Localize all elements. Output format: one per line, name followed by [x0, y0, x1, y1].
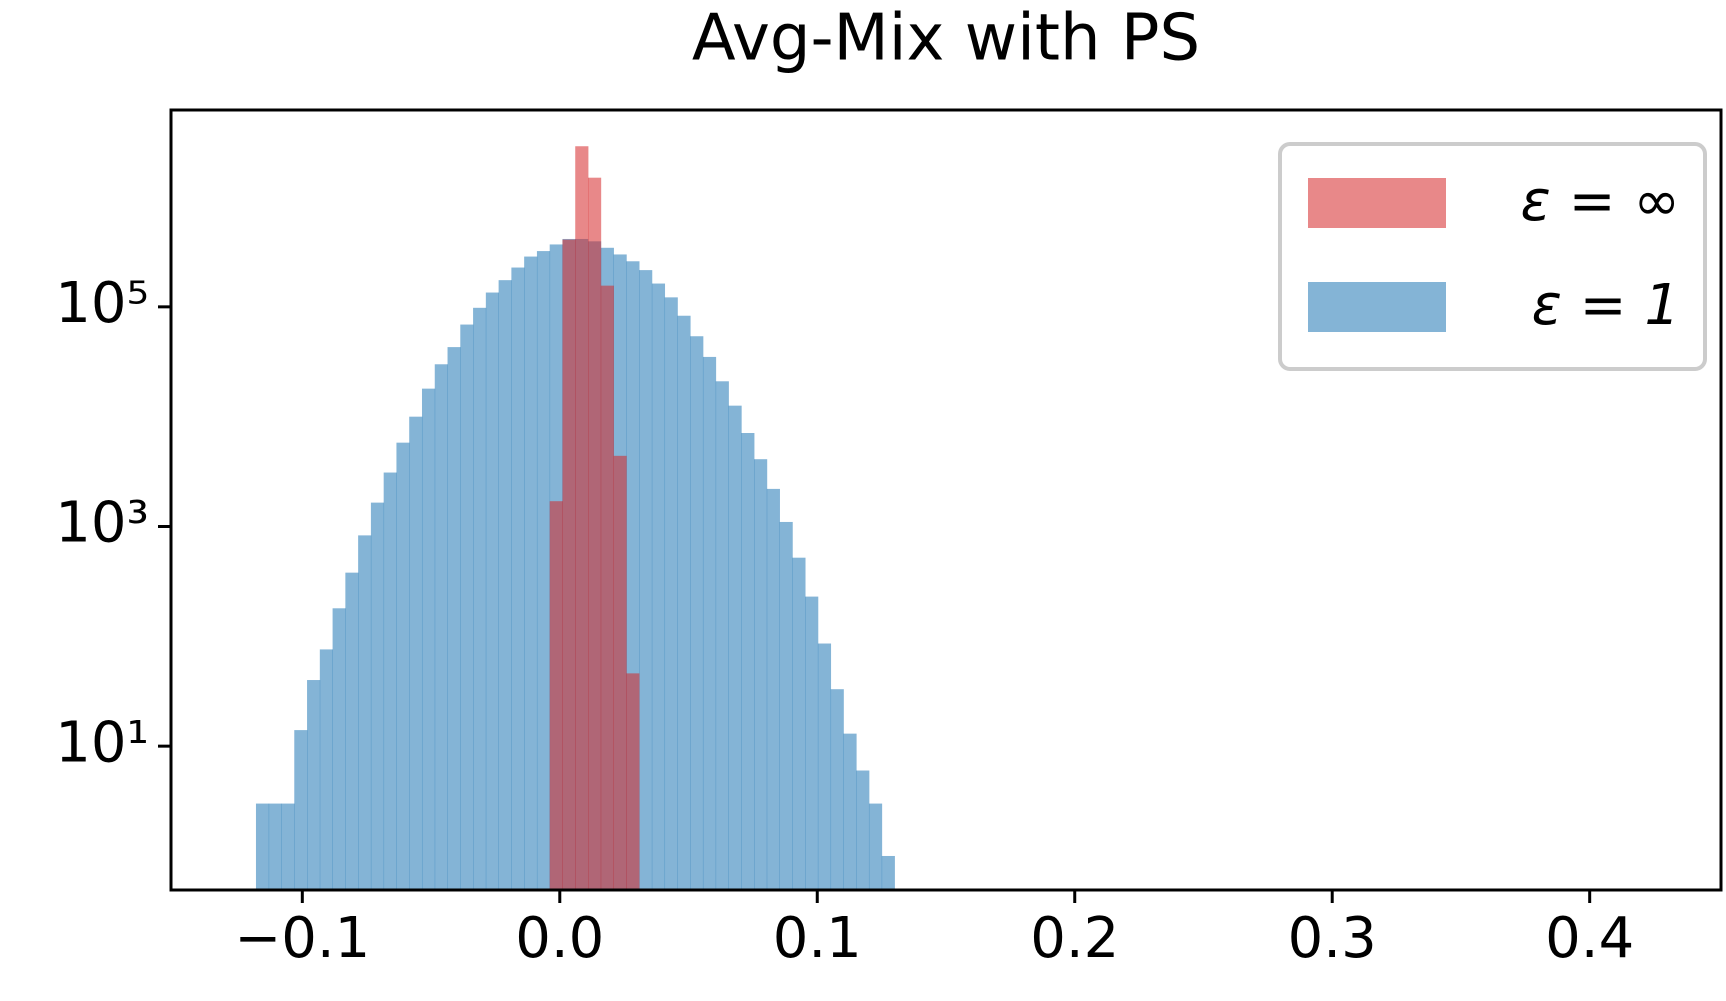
- histogram-bar: [766, 488, 780, 890]
- histogram-bar: [856, 770, 870, 890]
- histogram-bar: [562, 239, 576, 890]
- histogram-bar: [345, 572, 359, 890]
- histogram-bar: [792, 557, 806, 890]
- legend-label: ε = ∞: [1521, 169, 1680, 234]
- y-tick-label: 10³: [55, 491, 149, 556]
- histogram-bar: [639, 270, 653, 891]
- histogram-bar: [728, 405, 742, 890]
- legend-swatch: [1308, 178, 1446, 228]
- histogram-bar: [536, 251, 551, 890]
- histogram-bar: [396, 442, 410, 890]
- histogram-bar: [779, 521, 793, 890]
- x-tick-label: 0.2: [1030, 906, 1119, 971]
- histogram-bar: [741, 433, 755, 890]
- histogram-bar: [651, 283, 666, 890]
- histogram-bar: [549, 501, 563, 890]
- histogram-bar: [255, 803, 270, 890]
- histogram-bar: [524, 256, 538, 890]
- x-tick-label: 0.3: [1288, 906, 1377, 971]
- histogram-bar: [332, 608, 346, 890]
- plot-frame: [169, 108, 1723, 892]
- histogram-bar: [319, 649, 333, 890]
- y-tick-label: 10¹: [55, 710, 149, 775]
- histogram-bar: [805, 596, 819, 890]
- histogram-bar: [702, 356, 717, 890]
- legend-label: ε = 1: [1532, 273, 1680, 338]
- histogram-bar: [881, 855, 895, 890]
- histogram-bar: [613, 455, 627, 890]
- histogram-bar: [268, 803, 282, 890]
- histogram-bar: [575, 146, 589, 890]
- histogram-bar: [460, 324, 474, 890]
- legend-swatch: [1308, 282, 1446, 332]
- histogram-bar: [754, 459, 768, 890]
- histogram-bar: [447, 347, 461, 891]
- histogram-bar: [473, 307, 487, 890]
- histogram-bar: [588, 177, 602, 891]
- y-tick-label: 10⁵: [55, 271, 149, 336]
- x-tick-label: −0.1: [234, 906, 370, 971]
- histogram-bar: [485, 292, 500, 890]
- histogram-bar: [843, 733, 857, 890]
- histogram-bar: [830, 689, 844, 890]
- histogram-bar: [370, 502, 385, 890]
- histogram-bar: [664, 297, 678, 891]
- histogram-bar: [358, 535, 372, 890]
- histogram-bar: [421, 388, 436, 890]
- histogram-bar: [817, 643, 832, 890]
- histogram-bar: [498, 280, 512, 890]
- histogram-bar: [677, 315, 691, 890]
- histogram-bar: [600, 285, 614, 891]
- histogram-bar: [307, 680, 321, 890]
- histogram-bar: [409, 416, 423, 890]
- chart-title: Avg-Mix with PS: [692, 2, 1200, 76]
- histogram-bar: [868, 803, 883, 890]
- x-tick-label: 0.0: [515, 906, 604, 971]
- histogram-bar: [690, 336, 704, 891]
- histogram-bar: [434, 364, 448, 890]
- histogram-bar: [281, 803, 295, 890]
- x-tick-label: 0.4: [1545, 906, 1634, 971]
- histogram-bar: [626, 673, 640, 890]
- histogram-bar: [383, 472, 397, 890]
- histogram-bar: [511, 267, 525, 890]
- histogram-bar: [715, 381, 729, 890]
- x-tick-label: 0.1: [773, 906, 862, 971]
- histogram-bar: [294, 730, 308, 890]
